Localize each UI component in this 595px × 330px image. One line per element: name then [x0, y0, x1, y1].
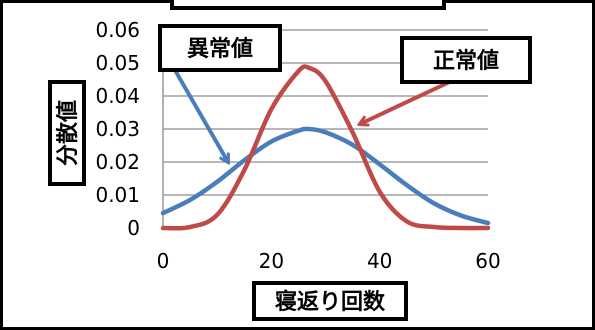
x-axis-label-text: 寝返り回数: [275, 289, 386, 315]
y-tick-label: 0.02: [95, 150, 140, 174]
x-tick-label: 60: [475, 249, 500, 273]
y-tick-label: 0: [127, 216, 140, 240]
y-tick-label: 0.04: [95, 84, 140, 108]
y-axis-label-text: 分散値: [56, 100, 81, 166]
y-tick-label: 0.05: [95, 51, 140, 75]
abnormal-annotation-label: 異常値: [187, 36, 253, 62]
normal-annotation: 正常値: [400, 36, 532, 84]
y-tick-label: 0.01: [95, 183, 140, 207]
x-axis-ticks: 0 20 40 60: [157, 249, 501, 273]
series-line-abnormal: [160, 126, 491, 226]
x-tick-label: 20: [259, 249, 284, 273]
normal-annotation-box: [400, 36, 532, 84]
series-lines: [160, 64, 491, 231]
x-axis-label-box: [252, 281, 408, 321]
abnormal-annotation-arrow: [170, 64, 228, 162]
y-tick-label: 0.06: [95, 18, 140, 42]
y-tick-label: 0.03: [95, 117, 140, 141]
y-axis-ticks: 0 0.01 0.02 0.03 0.04 0.05 0.06: [95, 18, 140, 240]
abnormal-annotation-box: [158, 24, 282, 72]
x-axis-label: 寝返り回数: [252, 281, 408, 321]
x-tick-label: 0: [157, 249, 170, 273]
y-axis-label: 分散値: [48, 80, 86, 186]
x-tick-label: 40: [367, 249, 392, 273]
normal-annotation-arrow: [360, 76, 459, 124]
series-line-normal: [160, 64, 491, 231]
y-axis-label-box: [48, 80, 86, 186]
normal-annotation-label: 正常値: [433, 48, 499, 74]
abnormal-annotation: 異常値: [158, 24, 282, 72]
top-cropped-box: [170, 0, 446, 10]
